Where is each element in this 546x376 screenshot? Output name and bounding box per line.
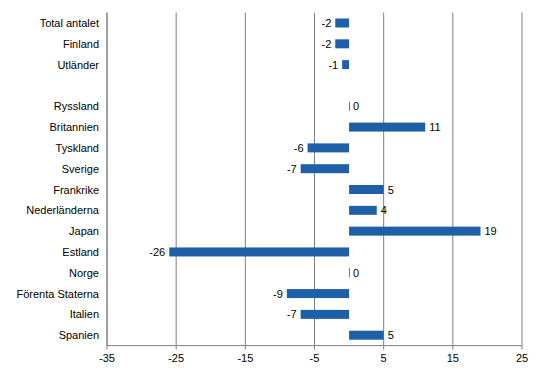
tick-mark [452, 346, 453, 350]
bar [349, 206, 377, 215]
grid-line [176, 13, 177, 346]
data-label: 0 [353, 267, 359, 279]
data-label: -7 [287, 163, 297, 175]
data-label: -26 [149, 246, 165, 258]
category-label: Tyskland [56, 142, 99, 154]
x-axis [107, 345, 522, 346]
grid-line [383, 13, 384, 346]
tick-label: 15 [447, 352, 459, 364]
bar [335, 39, 349, 48]
bar [349, 227, 480, 236]
tick-mark [245, 346, 246, 350]
tick-mark [314, 346, 315, 350]
grid-line [245, 13, 246, 346]
bar [335, 19, 349, 28]
tick-label: 25 [516, 352, 528, 364]
data-label: 0 [353, 100, 359, 112]
category-label: Ryssland [54, 100, 99, 112]
category-label: Spanien [59, 329, 99, 341]
bar [349, 102, 351, 111]
grid-line [522, 13, 523, 346]
data-label: -1 [328, 59, 338, 71]
category-label: Nederländerna [26, 204, 100, 216]
bar [169, 247, 349, 256]
data-label: 4 [381, 204, 387, 216]
tick-label: -35 [99, 352, 115, 364]
bar [301, 310, 349, 319]
bar [301, 164, 349, 173]
chart-container: -35-25-15-551525Total antaletFinlandUtlä… [0, 0, 546, 376]
bar [342, 60, 349, 69]
data-label: 5 [388, 329, 394, 341]
bars [169, 19, 480, 340]
category-label: Förenta Staterna [16, 288, 99, 300]
bar [349, 185, 384, 194]
tick-mark [522, 346, 523, 350]
data-label: 5 [388, 184, 394, 196]
data-label: -7 [287, 308, 297, 320]
tick-label: 5 [381, 352, 387, 364]
data-label: -9 [273, 288, 283, 300]
data-label: 11 [429, 121, 440, 133]
tick-mark [383, 346, 384, 350]
category-label: Finland [63, 38, 99, 50]
data-label: -2 [321, 17, 331, 29]
category-label: Estland [62, 246, 99, 258]
category-label: Sverige [62, 163, 99, 175]
data-label: -6 [294, 142, 304, 154]
tick-label: -25 [168, 352, 184, 364]
bar [349, 123, 425, 132]
category-label: Britannien [49, 121, 99, 133]
bar [287, 289, 349, 298]
data-label: -2 [321, 38, 331, 50]
category-label: Frankrike [53, 184, 99, 196]
category-label: Utländer [57, 59, 99, 71]
data-label: 19 [485, 225, 497, 237]
tick-label: -15 [237, 352, 253, 364]
grid-line [452, 13, 453, 346]
category-label: Italien [70, 308, 99, 320]
bar [308, 143, 350, 152]
tick-mark [176, 346, 177, 350]
bar [349, 331, 384, 340]
category-label: Norge [69, 267, 99, 279]
chart-svg: -35-25-15-551525Total antaletFinlandUtlä… [0, 0, 546, 376]
bar [349, 268, 351, 277]
grid-line [107, 13, 108, 346]
category-label: Japan [69, 225, 99, 237]
y-axis [107, 13, 108, 346]
tick-mark [107, 346, 108, 350]
tick-label: -5 [310, 352, 320, 364]
category-label: Total antalet [40, 17, 99, 29]
